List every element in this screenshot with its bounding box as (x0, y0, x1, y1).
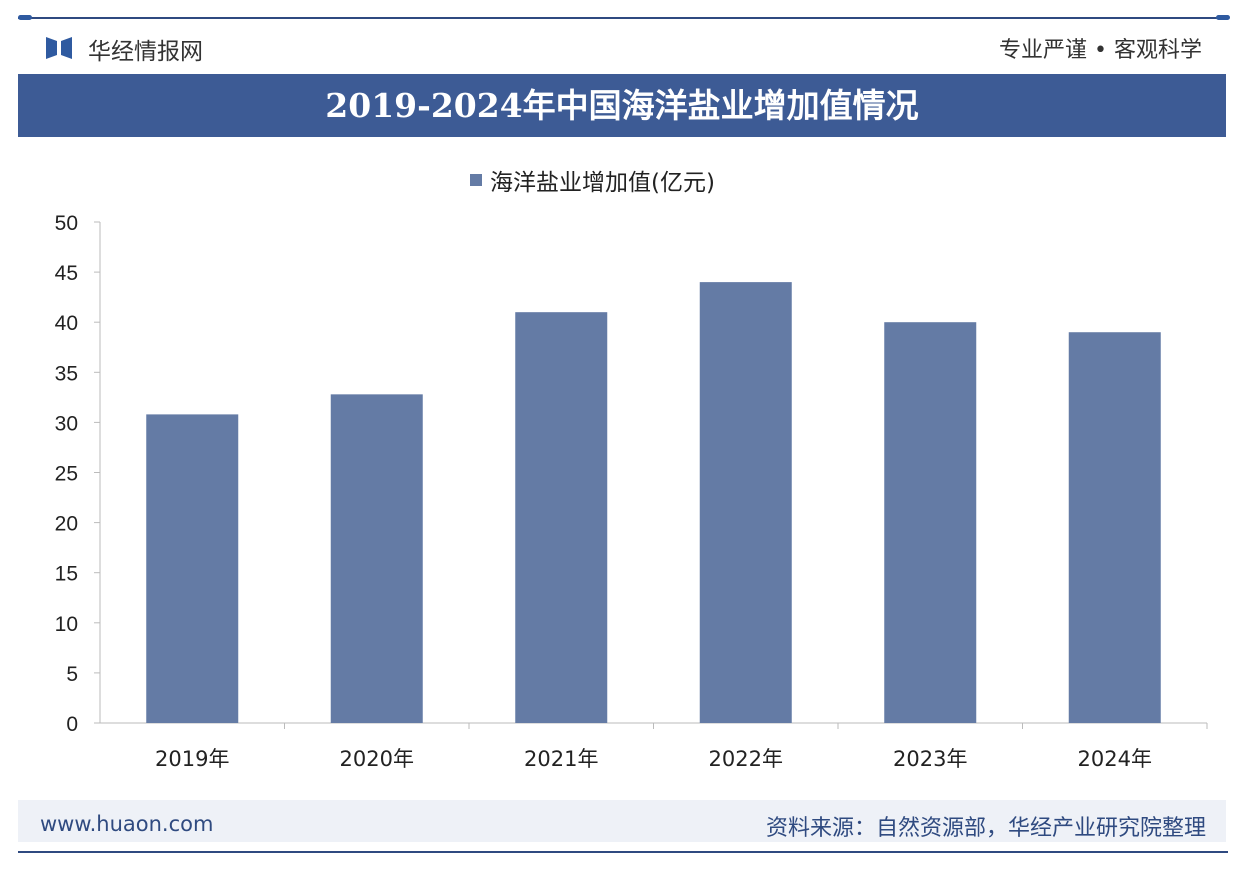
footer-band (18, 800, 1226, 842)
y-tick-label: 35 (55, 362, 78, 385)
y-tick-label: 40 (55, 312, 78, 335)
y-tick-label: 30 (55, 412, 78, 435)
bar (146, 414, 239, 723)
brand-name: 华经情报网 (88, 39, 203, 65)
bar (884, 322, 977, 723)
y-tick-label: 0 (66, 713, 78, 736)
y-tick-label: 50 (55, 212, 78, 235)
rule-dot (18, 15, 32, 20)
y-tick-label: 45 (55, 262, 78, 285)
footer-source: 资料来源：自然资源部，华经产业研究院整理 (765, 816, 1206, 841)
slogan: 专业严谨 • 客观科学 (999, 38, 1202, 63)
y-tick-label: 15 (55, 563, 78, 586)
x-tick-label: 2019年 (155, 747, 229, 771)
bottom-rule (18, 851, 1228, 853)
x-tick-label: 2023年 (893, 747, 967, 771)
logo-icon (46, 37, 72, 59)
legend-label: 海洋盐业增加值(亿元) (490, 170, 715, 196)
bar (1068, 332, 1161, 723)
x-tick-label: 2021年 (524, 747, 598, 771)
top-rule (18, 17, 1228, 19)
x-tick-label: 2020年 (340, 747, 414, 771)
x-tick-label: 2024年 (1078, 747, 1152, 771)
x-tick-label: 2022年 (709, 747, 783, 771)
bar (330, 394, 423, 723)
bar (699, 282, 792, 723)
footer-url: www.huaon.com (40, 812, 214, 836)
legend-swatch (470, 174, 482, 186)
y-tick-label: 5 (66, 663, 78, 686)
legend: 海洋盐业增加值(亿元) (470, 163, 715, 197)
y-tick-label: 25 (55, 463, 78, 486)
chart-title: 2019-2024年中国海洋盐业增加值情况 (18, 74, 1226, 137)
y-tick-label: 10 (55, 613, 78, 636)
rule-dot (1216, 15, 1230, 20)
y-tick-label: 20 (55, 513, 78, 536)
bar (515, 312, 608, 723)
